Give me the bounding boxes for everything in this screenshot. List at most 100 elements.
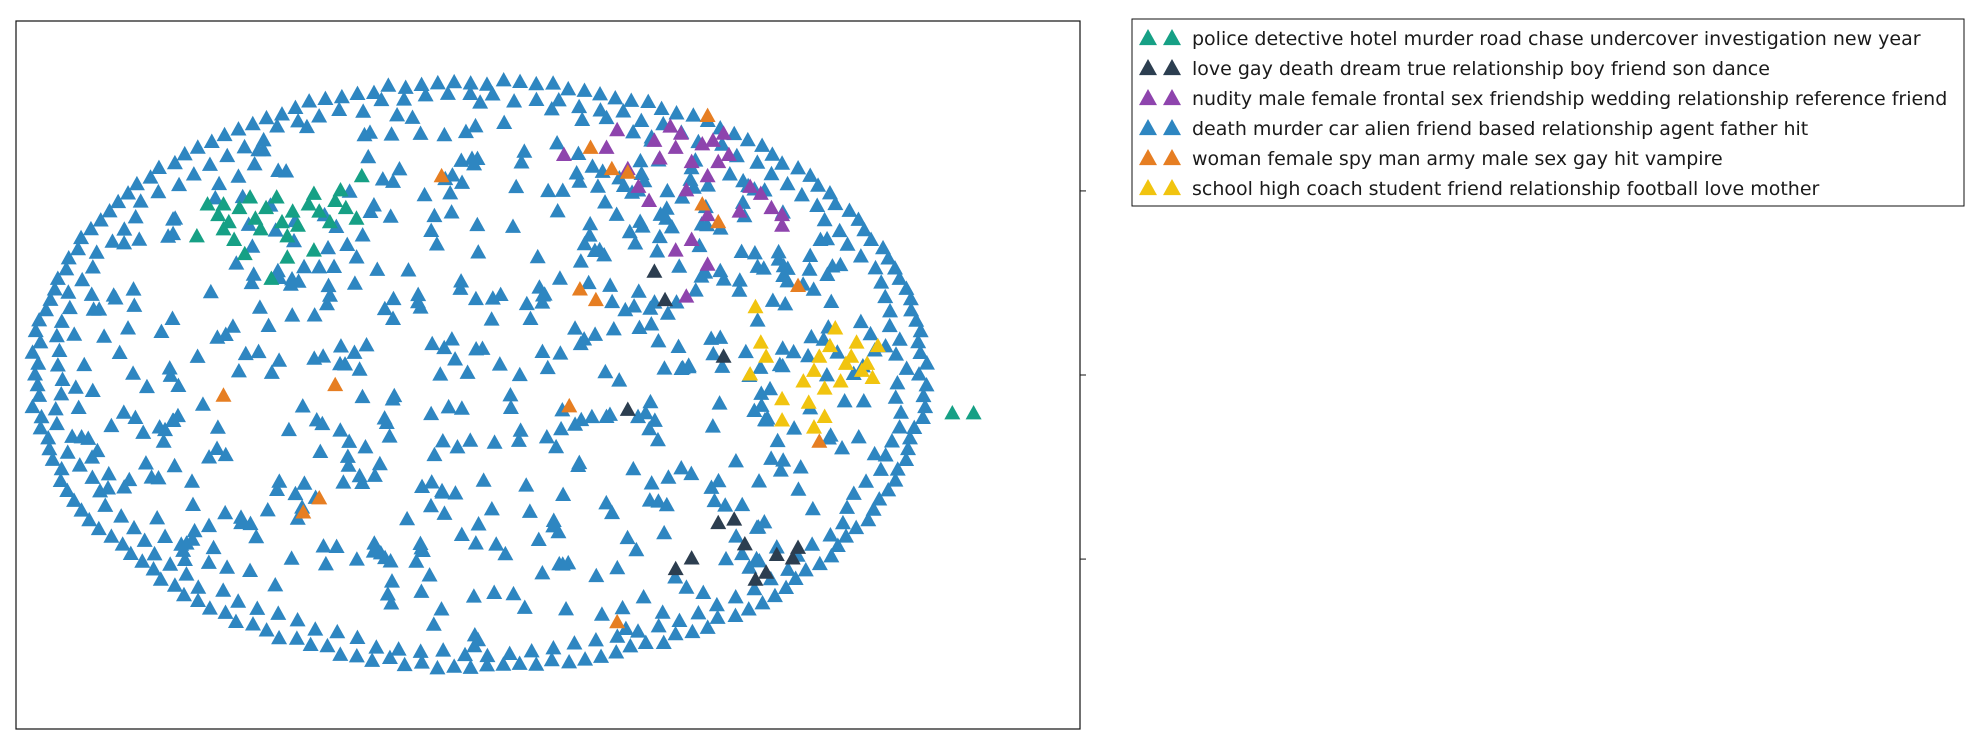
data-point [413, 539, 430, 555]
data-point [219, 147, 236, 163]
data-point [911, 366, 928, 381]
data-point [475, 472, 492, 487]
data-point [245, 266, 262, 281]
data-point [46, 281, 63, 296]
data-point [598, 109, 615, 125]
data-point [300, 196, 317, 211]
data-point [568, 165, 585, 180]
data-point [167, 210, 184, 225]
legend-label: death murder car alien friend based rela… [1192, 118, 1808, 140]
data-point [593, 606, 610, 621]
data-point [709, 609, 726, 624]
legend-marker [1163, 88, 1181, 106]
data-point [586, 242, 603, 258]
data-point [608, 644, 625, 659]
data-point [122, 545, 139, 561]
data-point [230, 121, 247, 136]
data-point [674, 189, 691, 204]
data-point [801, 261, 818, 276]
data-point [414, 478, 431, 493]
data-point [351, 361, 368, 376]
data-point [54, 371, 71, 386]
data-point [592, 86, 609, 101]
data-point [838, 528, 855, 543]
data-point [915, 387, 932, 403]
data-point [453, 400, 470, 415]
data-point [274, 213, 290, 229]
data-point [230, 593, 247, 608]
data-point [614, 599, 631, 615]
data-point [488, 536, 505, 551]
data-point [32, 333, 49, 349]
data-point [626, 298, 643, 313]
data-point [797, 562, 814, 577]
data-point [630, 283, 647, 298]
data-point [426, 446, 443, 462]
data-point [710, 213, 727, 229]
data-point [348, 551, 365, 566]
data-point [867, 259, 884, 275]
data-point [31, 387, 48, 402]
data-point [247, 210, 264, 225]
data-point [892, 404, 909, 419]
data-point [511, 655, 528, 670]
data-point [462, 75, 479, 90]
data-point [390, 641, 407, 656]
data-point [251, 299, 268, 314]
data-point [633, 112, 650, 128]
data-point [270, 605, 287, 620]
data-point [429, 74, 446, 90]
data-point [365, 84, 382, 100]
data-point [753, 385, 770, 400]
data-point [902, 290, 919, 306]
data-point [821, 337, 838, 353]
data-point [457, 646, 474, 662]
data-point [164, 412, 181, 428]
data-point [683, 550, 700, 565]
data-point [283, 550, 300, 565]
data-point [88, 244, 105, 259]
data-point [492, 286, 509, 302]
data-point [506, 93, 523, 108]
data-point [496, 114, 513, 130]
data-point [912, 344, 929, 359]
data-point [605, 320, 622, 336]
data-point [726, 125, 743, 141]
data-point [756, 514, 773, 529]
data-point [632, 213, 649, 228]
data-point [965, 405, 982, 420]
data-point [294, 398, 311, 413]
data-point [749, 312, 766, 327]
data-point [412, 643, 429, 658]
data-point [307, 621, 324, 636]
data-point [615, 103, 632, 118]
data-point [53, 313, 70, 328]
data-point [362, 203, 379, 218]
data-point [530, 531, 547, 546]
data-point [734, 545, 751, 561]
data-point [255, 141, 272, 157]
data-point [758, 348, 775, 363]
data-point [596, 247, 613, 262]
data-point [290, 273, 307, 288]
data-point [150, 183, 167, 199]
data-point [48, 415, 65, 431]
data-point [327, 376, 344, 392]
data-point [314, 415, 331, 431]
data-point [668, 105, 685, 120]
data-point [845, 485, 862, 500]
data-point [621, 223, 638, 239]
data-point [101, 203, 118, 218]
data-point [278, 163, 295, 178]
data-point [512, 422, 529, 437]
data-point [502, 386, 519, 402]
data-point [693, 216, 710, 231]
data-point [495, 656, 512, 671]
data-point [656, 360, 673, 375]
data-point [900, 440, 917, 456]
data-point [230, 362, 247, 378]
data-point [570, 145, 587, 161]
data-point [510, 432, 527, 447]
data-point [512, 73, 529, 89]
data-point [774, 155, 791, 170]
